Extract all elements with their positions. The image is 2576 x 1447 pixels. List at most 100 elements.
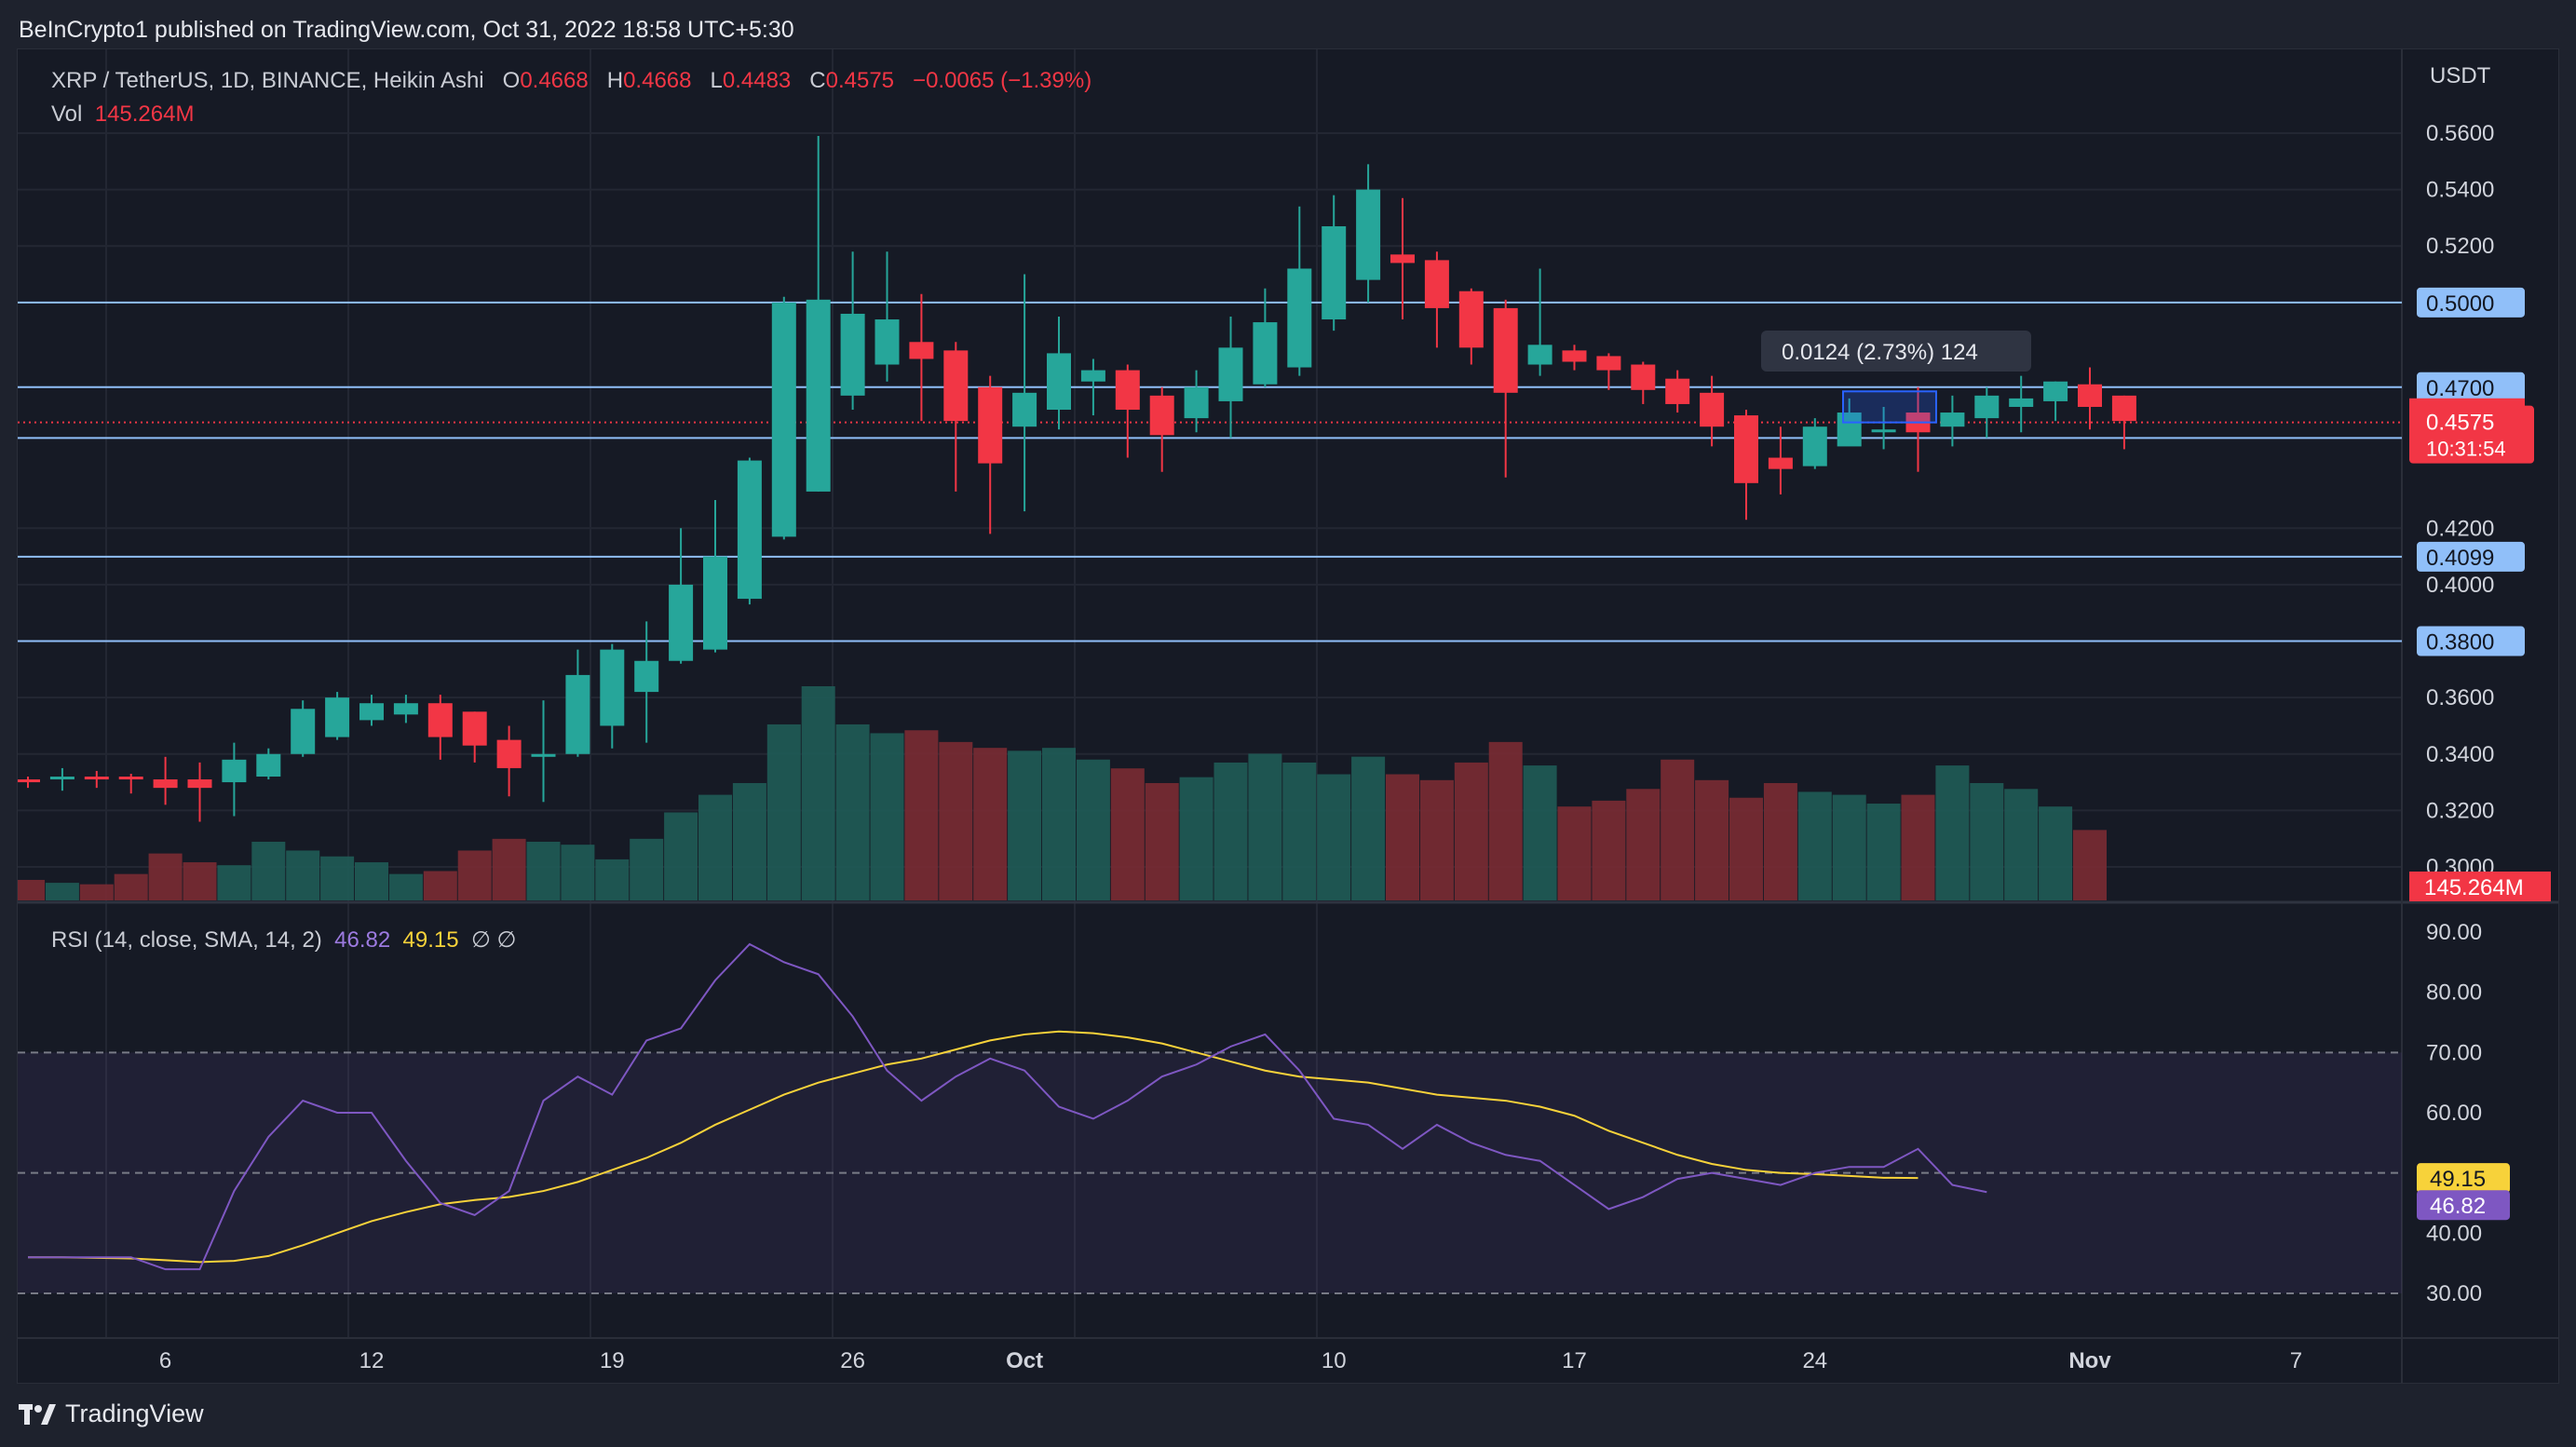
volume-bar [1042, 748, 1076, 900]
candle-body [18, 779, 40, 783]
volume-bar [973, 748, 1008, 900]
candle-body [1665, 378, 1690, 404]
candle-body [1631, 364, 1656, 390]
volume-bar [1488, 741, 1523, 900]
volume-bar [18, 879, 45, 900]
volume-bar [1386, 774, 1419, 900]
candle-body [84, 777, 109, 780]
volume-bar [1557, 806, 1592, 900]
tradingview-logo[interactable]: TradingView [19, 1400, 204, 1428]
candle-body [187, 779, 212, 789]
volume-bar [698, 794, 732, 900]
volume-bar [148, 853, 183, 900]
price-tick-label: 0.3400 [2426, 742, 2494, 767]
volume-bar [2073, 830, 2107, 900]
volume-bar [1626, 789, 1661, 900]
close-value: 0.4575 [825, 68, 895, 93]
time-tick-label: 26 [840, 1348, 865, 1373]
volume-bar [423, 871, 457, 900]
rsi-label: RSI (14, close, SMA, 14, 2) [51, 927, 322, 953]
volume-bar [1797, 791, 1832, 900]
rsi-value: 46.82 [334, 927, 391, 953]
volume-bar [1076, 759, 1110, 900]
time-tick-label: 6 [159, 1348, 171, 1373]
volume-bar [561, 845, 595, 900]
volume-bar [2039, 806, 2073, 900]
candle-body [1218, 347, 1243, 401]
measure-label: 0.0124 (2.73%) 124 [1782, 340, 1978, 365]
volume-bar [835, 724, 870, 900]
rsi-tag [2417, 1190, 2510, 1221]
candle-body [1871, 429, 1896, 433]
time-tick-label: 19 [600, 1348, 625, 1373]
rsi-tick-label: 70.00 [2426, 1040, 2482, 1065]
candle-body [325, 697, 350, 737]
price-tick-label: 0.5400 [2426, 178, 2494, 203]
candle-body [1287, 268, 1312, 368]
volume-bar [388, 873, 423, 900]
chart-frame[interactable]: 0.0124 (2.73%) 124 USDT 0.5600 0.5400 0.5200… [17, 48, 2559, 1384]
low-label: L [710, 68, 723, 93]
volume-bar [355, 862, 388, 900]
candle-body [634, 660, 659, 693]
candle-body [256, 753, 281, 778]
candle-body [2078, 384, 2102, 407]
candle-body [1734, 415, 1758, 483]
candle-body [118, 777, 143, 780]
volume-bar [1145, 782, 1179, 900]
measure-box [1842, 390, 1937, 424]
low-value: 0.4483 [722, 68, 792, 93]
volume-bar [217, 865, 251, 900]
level-tag-label: 0.5000 [2426, 291, 2494, 317]
candle-body [669, 584, 694, 661]
candle-body [1802, 426, 1827, 467]
candle-body [2043, 381, 2068, 401]
volume-bar [183, 862, 217, 900]
candle-body [978, 386, 1003, 464]
rsi-tick-label: 40.00 [2426, 1221, 2482, 1246]
volume-bar [1213, 762, 1248, 900]
level-tag-label: 0.4099 [2426, 546, 2494, 571]
candle-body [703, 556, 727, 650]
volume-bar [492, 838, 526, 900]
volume-bar [2004, 789, 2039, 900]
candle-body [874, 319, 900, 365]
volume-bar [1901, 794, 1935, 900]
price-tick-label: 0.4000 [2426, 573, 2494, 598]
time-tick-label: 12 [359, 1348, 385, 1373]
volume-tag-label: 145.264M [2424, 875, 2524, 900]
price-tick-label: 0.4200 [2426, 516, 2494, 541]
price-legend: XRP / TetherUS, 1D, BINANCE, Heikin Ashi… [51, 68, 1091, 94]
level-tag [2417, 372, 2525, 402]
candle-body [1080, 370, 1105, 382]
candle-body [1458, 291, 1484, 348]
candle-body [1390, 254, 1415, 264]
volume-bar [1661, 759, 1695, 900]
candle-body [1940, 412, 1965, 427]
price-tick-label: 0.3200 [2426, 798, 2494, 823]
volume-bar [457, 850, 492, 900]
chart-svg[interactable]: 0.0124 (2.73%) 124 USDT 0.5600 0.5400 0.5200… [18, 49, 2558, 1383]
vol-label: Vol [51, 101, 83, 127]
volume-bar [251, 841, 286, 900]
volume-legend: Vol 145.264M [51, 101, 194, 128]
volume-bar [1935, 765, 1970, 900]
volume-tag [2409, 872, 2551, 901]
candle-body [1562, 350, 1587, 362]
level-tag-label: 0.4700 [2426, 376, 2494, 401]
candle-body [359, 703, 384, 721]
candle-body [1424, 260, 1449, 308]
tradingview-logo-icon [19, 1403, 56, 1425]
volume-bar [1008, 751, 1042, 900]
candle-body [1596, 356, 1621, 371]
price-tick-label: 0.5200 [2426, 234, 2494, 259]
high-label: H [606, 68, 624, 93]
candle-body [531, 753, 556, 757]
candle-body [1012, 392, 1037, 427]
candle-body [1184, 386, 1209, 419]
candle-body [49, 777, 75, 780]
time-tick-label: 24 [1802, 1348, 1827, 1373]
rsi-line [28, 942, 1987, 1271]
close-label: C [809, 68, 826, 93]
volume-bar [1351, 756, 1386, 900]
